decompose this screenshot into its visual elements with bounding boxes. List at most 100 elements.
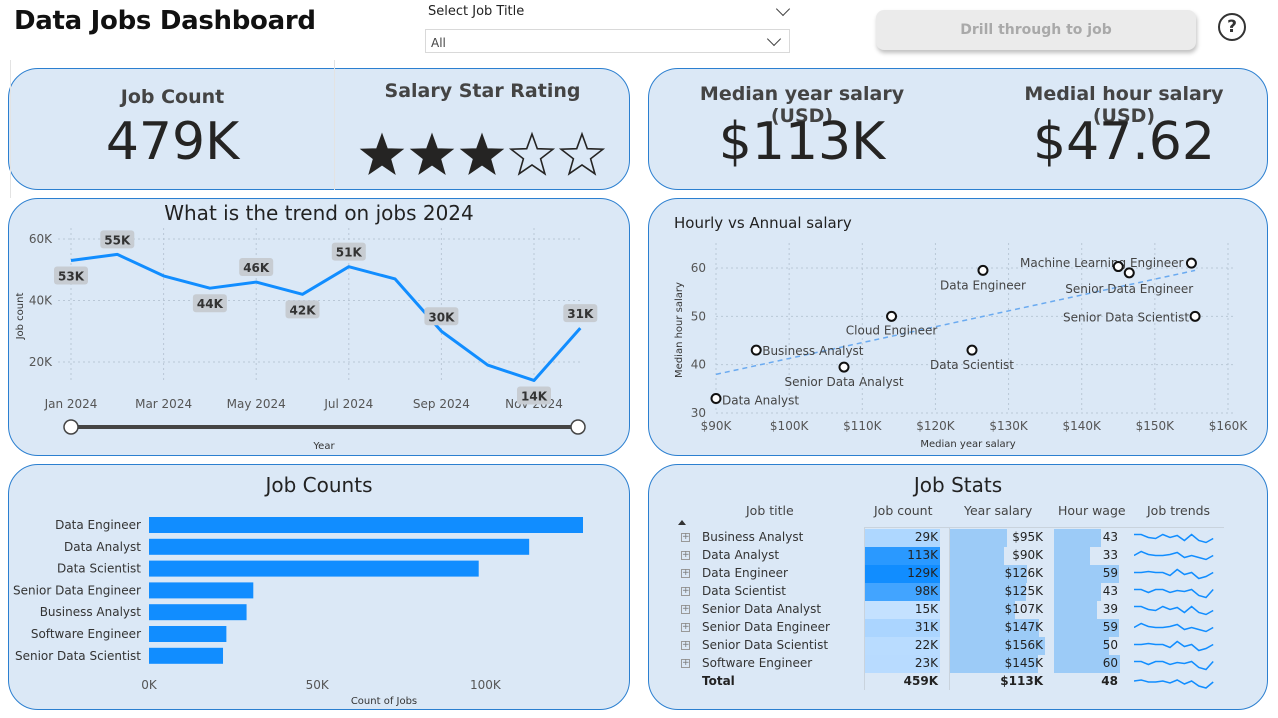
col-header-year-salary[interactable]: Year salary	[964, 503, 1033, 518]
scatter-point[interactable]	[838, 361, 850, 373]
trend-x-tick: Mar 2024	[135, 397, 192, 411]
sort-up-icon[interactable]	[678, 520, 686, 525]
scatter-point[interactable]	[977, 264, 989, 276]
row-hour-wage: 43	[1102, 530, 1118, 544]
col-header-job-title[interactable]: Job title	[746, 503, 794, 518]
wage-data-bar	[1054, 565, 1119, 583]
slicer-header-chevron-icon[interactable]	[775, 1, 791, 18]
scatter-x-tick: $120K	[916, 419, 956, 433]
total-label: Total	[702, 674, 735, 688]
expand-row-icon[interactable]: +	[681, 640, 690, 650]
col-header-job-trends[interactable]: Job trends	[1147, 503, 1211, 518]
row-job-count: 29K	[914, 530, 938, 544]
expand-row-icon[interactable]: +	[681, 658, 690, 668]
job-count-bar[interactable]	[149, 582, 254, 599]
row-year-salary: $95K	[1012, 530, 1043, 544]
row-job-count: 98K	[914, 584, 938, 598]
scatter-point[interactable]	[1123, 267, 1135, 279]
job-count-bar[interactable]	[149, 560, 479, 577]
sparkline-line	[1134, 550, 1214, 561]
job-count-bar[interactable]	[149, 626, 227, 642]
job-count-bar[interactable]	[149, 647, 224, 664]
expand-row-icon[interactable]: +	[681, 532, 690, 542]
salary-data-bar	[949, 637, 1045, 655]
scatter-point[interactable]	[966, 344, 978, 356]
job-count-label: Job Count	[120, 86, 225, 108]
job-stats-title: Job Stats	[913, 473, 1003, 497]
job-count-cell-bg	[864, 565, 940, 583]
date-range-slider-end-handle[interactable]	[570, 419, 586, 435]
scatter-point[interactable]	[1185, 257, 1197, 269]
job-trend-sparkline	[1134, 660, 1214, 671]
table-row[interactable]: + Business Analyst 29K $95K 43	[678, 529, 1238, 547]
salary-data-bar	[949, 565, 1027, 583]
column-divider	[949, 528, 950, 690]
row-job-title: Software Engineer	[702, 656, 813, 670]
expand-row-icon[interactable]: +	[681, 550, 690, 560]
scatter-point[interactable]	[750, 344, 762, 356]
job-title-slicer-dropdown[interactable]: All	[425, 29, 790, 53]
star-rating-svg	[359, 131, 606, 176]
sparkline-line	[1134, 588, 1214, 599]
table-row[interactable]: + Senior Data Scientist 22K $156K 50	[678, 637, 1238, 655]
scatter-y-tick: 60	[691, 261, 706, 275]
row-year-salary: $156K	[1004, 638, 1043, 652]
expand-row-icon[interactable]: +	[681, 604, 690, 614]
trend-data-label: 44K	[197, 297, 224, 311]
trend-data-label: 30K	[428, 310, 455, 324]
bar-category-label: Senior Data Scientist	[15, 649, 141, 663]
median-hour-salary-value: $47.62	[1033, 112, 1215, 172]
scatter-x-axis-title: Median year salary	[920, 439, 1015, 450]
scatter-point[interactable]	[710, 393, 722, 404]
sparkline-line	[1134, 679, 1214, 689]
job-count-cell-bg	[864, 601, 940, 619]
trend-y-axis-title: Job count	[15, 293, 26, 341]
trend-x-tick: Sep 2024	[413, 397, 470, 411]
table-row[interactable]: + Data Scientist 98K $125K 43	[678, 583, 1238, 601]
trend-data-label-bg	[54, 266, 88, 285]
trend-data-label: 51K	[336, 246, 363, 260]
table-total-row: Total 459K $113K 48	[678, 673, 1238, 691]
job-count-value: 479K	[105, 112, 240, 172]
bar-category-label: Senior Data Engineer	[13, 583, 141, 597]
expand-row-icon[interactable]: +	[681, 568, 690, 578]
job-counts-bar-chart: Data Engineer Data Analyst Data Scientist S…	[13, 517, 583, 707]
col-header-job-count[interactable]: Job count	[874, 503, 933, 518]
star-empty-icon	[558, 131, 606, 176]
scatter-point[interactable]	[1112, 261, 1124, 273]
salary-data-bar	[949, 619, 1040, 637]
scatter-x-tick: $90K	[701, 419, 733, 433]
row-year-salary: $145K	[1004, 656, 1043, 670]
expand-row-icon[interactable]: +	[681, 586, 690, 596]
job-count-cell-bg	[864, 619, 940, 637]
job-trend-sparkline	[1134, 640, 1214, 652]
salary-data-bar	[949, 601, 1015, 619]
table-row[interactable]: + Senior Data Engineer 31K $147K 59	[678, 619, 1238, 637]
row-year-salary: $125K	[1004, 584, 1043, 598]
help-icon[interactable]: ?	[1218, 13, 1246, 41]
trend-chart-title: What is the trend on jobs 2024	[164, 201, 474, 225]
scatter-point[interactable]	[1189, 310, 1201, 322]
table-row[interactable]: + Data Engineer 129K $126K 59	[678, 565, 1238, 583]
job-count-bar[interactable]	[149, 538, 530, 555]
table-row[interactable]: + Data Analyst 113K $90K 33	[678, 547, 1238, 565]
date-range-slider-start-handle[interactable]	[63, 419, 79, 435]
row-hour-wage: 43	[1102, 584, 1118, 598]
wage-data-bar	[1054, 601, 1097, 619]
row-job-count: 113K	[907, 548, 938, 562]
trend-series-line	[70, 252, 582, 382]
expand-row-icon[interactable]: +	[681, 622, 690, 632]
total-year-salary: $113K	[1000, 674, 1043, 688]
job-count-bar[interactable]	[149, 604, 247, 621]
scatter-y-tick: 30	[691, 406, 706, 420]
table-row[interactable]: + Senior Data Analyst 15K $107K 39	[678, 601, 1238, 619]
median-year-salary-label: Median year salary (USD)	[699, 83, 905, 127]
scatter-x-tick: $110K	[843, 419, 883, 433]
bar-category-label: Business Analyst	[40, 605, 142, 619]
scatter-point[interactable]	[886, 310, 898, 322]
row-job-title: Business Analyst	[702, 530, 804, 544]
col-header-hour-wage[interactable]: Hour wage	[1058, 503, 1126, 518]
drill-through-button[interactable]: Drill through to job	[876, 10, 1196, 50]
job-count-bar[interactable]	[149, 517, 583, 533]
table-row[interactable]: + Software Engineer 23K $145K 60	[678, 655, 1238, 673]
